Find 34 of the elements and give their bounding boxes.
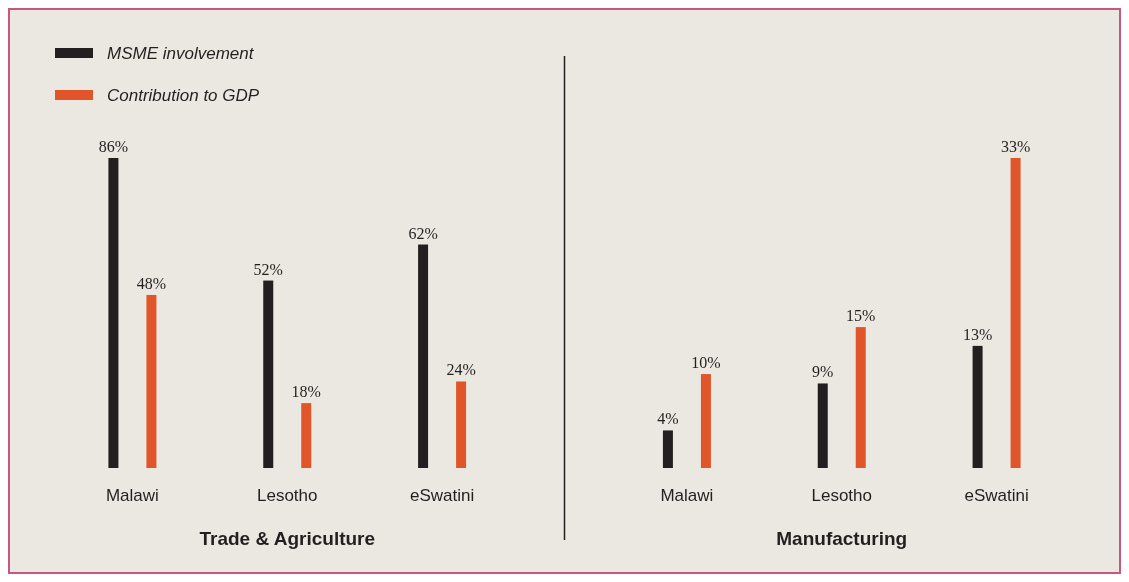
x-tick-label: eSwatini bbox=[964, 486, 1029, 505]
text: Trade & Agriculture bbox=[199, 528, 376, 549]
bar bbox=[108, 158, 119, 468]
x-tick-label: Lesotho bbox=[257, 486, 318, 505]
bar bbox=[418, 244, 429, 468]
x-tick-label: Malawi bbox=[105, 486, 159, 505]
bar bbox=[1010, 158, 1021, 468]
data-label: 48% bbox=[136, 274, 167, 292]
legend-label: MSME involvement bbox=[107, 44, 255, 63]
legend-label: Contribution to GDP bbox=[107, 86, 260, 105]
data-label: 24% bbox=[446, 361, 476, 379]
bar bbox=[700, 374, 711, 468]
x-tick-label: eSwatini bbox=[409, 486, 475, 505]
data-label: 52% bbox=[253, 260, 283, 278]
bar bbox=[817, 383, 828, 468]
data-label: 33% bbox=[1000, 138, 1031, 155]
bar bbox=[263, 280, 274, 468]
data-label: 9% bbox=[812, 363, 834, 381]
data-label: 15% bbox=[846, 307, 876, 325]
text: Manufacturing bbox=[776, 528, 908, 549]
bar bbox=[146, 294, 157, 468]
bar bbox=[456, 381, 467, 468]
data-label: 4% bbox=[657, 410, 679, 428]
bar bbox=[855, 327, 866, 468]
data-label: 86% bbox=[98, 138, 129, 155]
data-label: 18% bbox=[291, 383, 321, 401]
bar bbox=[972, 345, 983, 468]
data-label: 10% bbox=[691, 354, 721, 372]
x-tick-label: Lesotho bbox=[811, 486, 872, 505]
data-label: 13% bbox=[962, 325, 993, 343]
bar bbox=[301, 403, 312, 468]
bar bbox=[662, 430, 673, 468]
data-label: 62% bbox=[408, 224, 438, 242]
x-tick-label: Malawi bbox=[660, 486, 714, 505]
